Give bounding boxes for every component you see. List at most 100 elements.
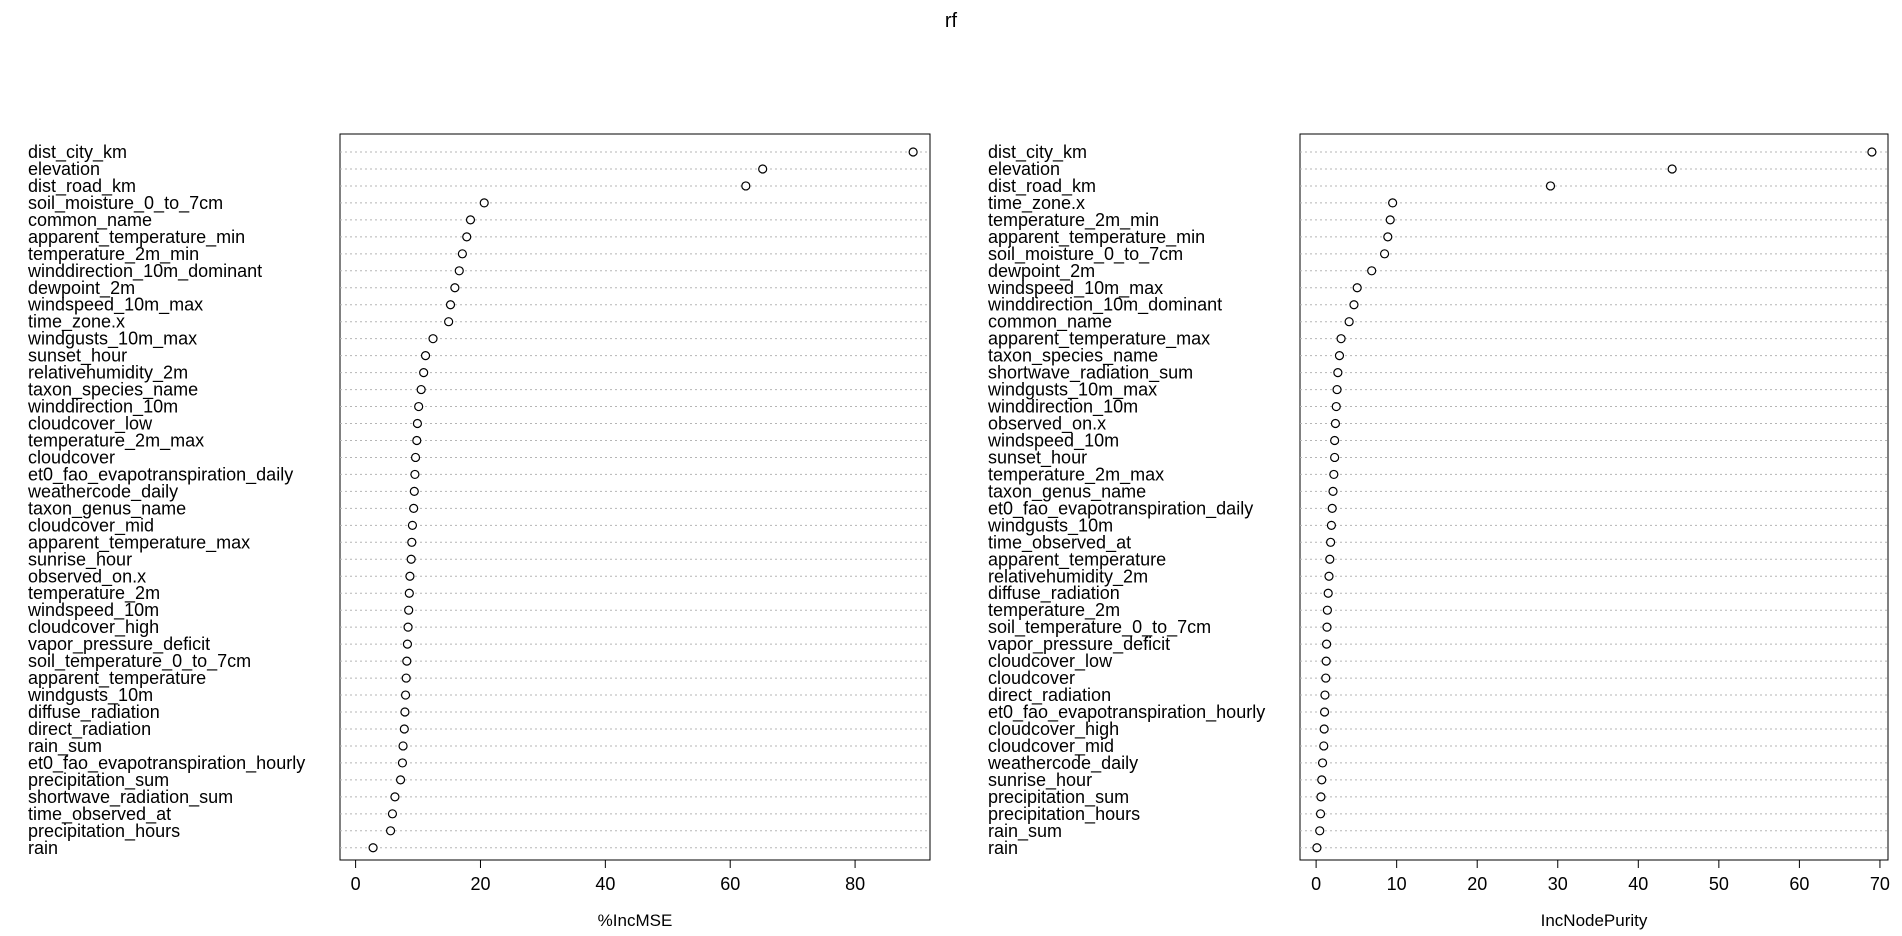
data-point xyxy=(397,758,408,768)
data-point xyxy=(1315,809,1326,819)
data-point xyxy=(1331,401,1341,412)
data-point xyxy=(407,537,417,547)
data-point xyxy=(1385,215,1395,225)
variable-label: cloudcover_low xyxy=(28,414,153,435)
variable-label: dewpoint_2m xyxy=(28,278,135,299)
variable-label: taxon_genus_name xyxy=(28,498,186,519)
variable-label: relativehumidity_2m xyxy=(28,363,188,384)
variable-label: relativehumidity_2m xyxy=(988,566,1148,587)
variable-label: cloudcover_high xyxy=(988,719,1119,740)
data-point xyxy=(1334,351,1345,361)
data-point xyxy=(1321,639,1332,649)
data-point xyxy=(1330,418,1341,429)
data-point xyxy=(402,656,412,666)
variable-label: common_name xyxy=(988,312,1112,333)
variable-label: cloudcover_high xyxy=(28,617,159,638)
variable-label: shortwave_radiation_sum xyxy=(988,363,1193,384)
data-point xyxy=(414,401,424,412)
variable-label: common_name xyxy=(28,210,152,231)
data-point xyxy=(420,351,431,361)
variable-label: temperature_2m_min xyxy=(28,244,199,265)
data-point xyxy=(1332,384,1342,395)
data-point xyxy=(1315,826,1325,836)
data-point xyxy=(1367,266,1377,276)
variable-label: dist_road_km xyxy=(988,176,1096,197)
variable-label: taxon_species_name xyxy=(28,380,198,401)
data-point xyxy=(1330,452,1340,463)
data-point xyxy=(401,673,411,683)
variable-label: soil_temperature_0_to_7cm xyxy=(28,651,251,672)
variable-label: apparent_temperature_max xyxy=(988,329,1210,350)
data-point xyxy=(400,690,411,700)
variable-label: diffuse_radiation xyxy=(28,702,160,723)
x-tick-label: 40 xyxy=(595,874,615,894)
data-point xyxy=(412,418,423,429)
variable-label: temperature_2m xyxy=(28,583,160,604)
data-point xyxy=(1317,775,1327,785)
variable-label: et0_fao_evapotranspiration_daily xyxy=(28,464,293,485)
variable-label: direct_radiation xyxy=(28,719,151,740)
data-point xyxy=(1352,283,1362,293)
x-tick-label: 10 xyxy=(1387,874,1407,894)
data-point xyxy=(741,181,751,191)
variable-label: et0_fao_evapotranspiration_hourly xyxy=(988,702,1265,723)
x-tick-label: 0 xyxy=(1311,874,1321,894)
data-point xyxy=(465,215,476,225)
variable-label: precipitation_sum xyxy=(28,770,169,791)
variable-label: time_zone.x xyxy=(988,193,1085,214)
variable-label: time_observed_at xyxy=(28,804,171,825)
variable-label: weathercode_daily xyxy=(27,481,178,502)
plot-frame-1 xyxy=(339,133,931,861)
variable-label: windgusts_10m_max xyxy=(987,380,1157,401)
variable-label: dist_road_km xyxy=(28,176,136,197)
x-tick-label: 80 xyxy=(845,874,865,894)
data-point xyxy=(402,639,413,649)
data-point xyxy=(1316,792,1326,802)
variable-label: vapor_pressure_deficit xyxy=(988,634,1170,655)
data-point xyxy=(1321,656,1331,666)
data-point xyxy=(409,486,419,496)
data-point xyxy=(445,300,456,310)
variable-label: vapor_pressure_deficit xyxy=(28,634,210,655)
variable-label: windspeed_10m xyxy=(27,600,159,621)
variable-label: apparent_temperature xyxy=(28,668,206,689)
variable-label: apparent_temperature_min xyxy=(28,227,245,248)
variable-label: time_zone.x xyxy=(28,312,125,333)
variable-label: direct_radiation xyxy=(988,685,1111,706)
data-point xyxy=(1344,317,1354,327)
variable-label: et0_fao_evapotranspiration_daily xyxy=(988,498,1253,519)
data-point xyxy=(908,147,918,157)
variable-label: diffuse_radiation xyxy=(988,583,1120,604)
data-point xyxy=(368,843,378,853)
data-point xyxy=(1321,673,1331,683)
data-point xyxy=(1319,741,1329,751)
x-tick-label: 70 xyxy=(1870,874,1890,894)
data-point xyxy=(1867,147,1877,157)
data-point xyxy=(1320,690,1330,700)
data-point xyxy=(1545,181,1556,191)
variable-label: taxon_species_name xyxy=(988,346,1158,367)
data-point xyxy=(407,520,418,530)
x-tick-label: 20 xyxy=(470,874,490,894)
variable-label: soil_temperature_0_to_7cm xyxy=(988,617,1211,638)
data-point xyxy=(387,809,398,819)
data-point xyxy=(403,622,413,632)
data-point xyxy=(1328,486,1338,496)
data-point xyxy=(416,384,426,395)
data-point xyxy=(409,503,419,513)
data-point xyxy=(1322,622,1332,632)
data-point xyxy=(1326,537,1336,547)
variable-label: elevation xyxy=(28,159,100,179)
variable-label: sunset_hour xyxy=(988,447,1087,468)
data-point xyxy=(1323,588,1333,598)
variable-label: cloudcover xyxy=(988,668,1075,688)
data-point xyxy=(457,249,467,259)
variable-label: windgusts_10m_max xyxy=(27,329,197,350)
variable-label: rain_sum xyxy=(988,821,1062,842)
data-point xyxy=(412,435,422,446)
data-point xyxy=(1349,300,1359,310)
variable-label: windspeed_10m_max xyxy=(987,278,1163,299)
x-tick-label: 0 xyxy=(351,874,361,894)
data-point xyxy=(405,571,415,581)
